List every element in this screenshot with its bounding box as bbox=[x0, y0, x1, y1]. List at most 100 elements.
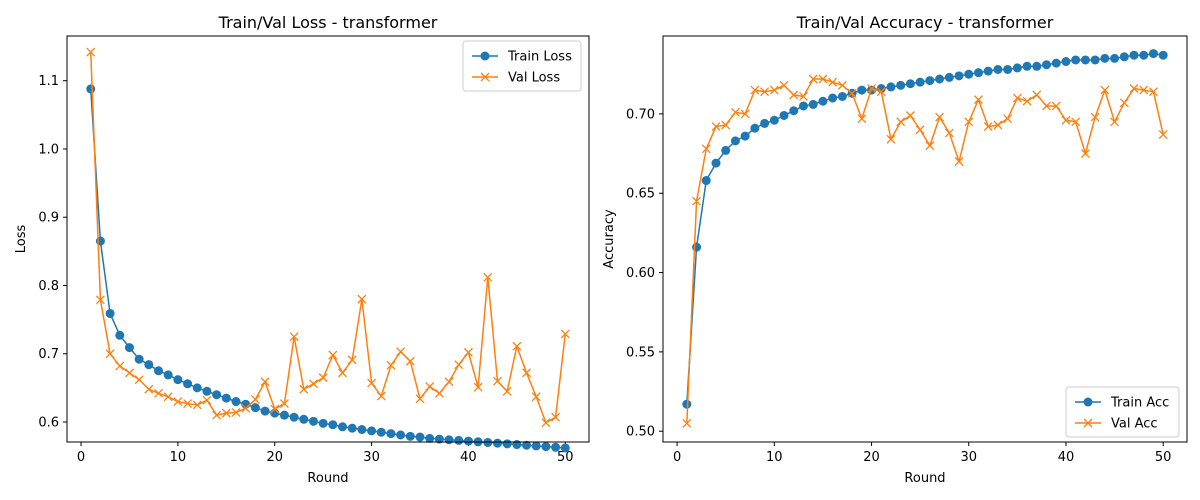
data-point bbox=[95, 295, 105, 305]
data-point bbox=[279, 410, 289, 420]
data-point bbox=[1129, 50, 1139, 60]
data-point bbox=[799, 91, 808, 101]
data-point bbox=[299, 384, 309, 394]
data-point bbox=[231, 397, 241, 407]
data-point bbox=[512, 341, 522, 351]
data-point bbox=[367, 426, 377, 436]
legend-label: Train Loss bbox=[507, 50, 572, 65]
data-point bbox=[867, 84, 876, 93]
data-point bbox=[328, 420, 338, 430]
data-point bbox=[279, 399, 289, 409]
data-point bbox=[425, 382, 435, 391]
x-tick-label: 0 bbox=[77, 450, 85, 465]
data-point bbox=[993, 120, 1003, 130]
data-point bbox=[415, 432, 425, 442]
data-point bbox=[1003, 64, 1013, 74]
data-point bbox=[347, 423, 357, 433]
data-point bbox=[463, 347, 473, 357]
chart-panel-1: Train/Val Loss - transformer 0 10 20 30 40 50 0… bbox=[14, 13, 590, 486]
data-point bbox=[338, 422, 348, 432]
data-point bbox=[270, 404, 280, 414]
data-point bbox=[692, 242, 702, 252]
data-point bbox=[1061, 115, 1071, 125]
data-point bbox=[964, 117, 974, 127]
data-point bbox=[837, 80, 847, 90]
y-tick-label: 0.8 bbox=[38, 279, 59, 294]
data-point bbox=[125, 368, 134, 378]
data-point bbox=[1158, 130, 1168, 139]
data-point bbox=[828, 93, 838, 103]
data-point bbox=[1139, 50, 1149, 60]
data-point bbox=[154, 366, 164, 376]
data-point bbox=[531, 441, 541, 451]
data-point bbox=[231, 407, 241, 417]
data-point bbox=[1022, 61, 1032, 71]
x-axis-label: Round bbox=[307, 471, 348, 486]
data-point bbox=[134, 354, 144, 364]
data-point bbox=[560, 329, 570, 339]
legend-marker bbox=[1083, 418, 1093, 428]
data-point bbox=[905, 111, 915, 120]
series-line bbox=[686, 78, 1164, 424]
data-point bbox=[993, 64, 1003, 74]
data-point bbox=[541, 418, 551, 428]
data-point bbox=[740, 131, 750, 141]
data-point bbox=[260, 377, 270, 387]
data-point bbox=[1158, 50, 1168, 60]
data-point bbox=[367, 378, 377, 388]
data-point bbox=[808, 99, 818, 109]
series-line bbox=[686, 52, 1164, 405]
data-point bbox=[837, 91, 847, 101]
data-point bbox=[818, 96, 828, 106]
data-point bbox=[944, 128, 954, 138]
y-tick-label: 0.6 bbox=[38, 416, 59, 431]
data-point bbox=[241, 403, 251, 413]
series-line bbox=[89, 52, 567, 424]
legend-marker bbox=[1083, 397, 1093, 407]
data-point bbox=[730, 136, 740, 146]
data-point bbox=[338, 368, 347, 378]
data-point bbox=[1148, 49, 1158, 59]
data-point bbox=[444, 377, 454, 387]
data-point bbox=[1080, 55, 1090, 65]
data-point bbox=[847, 88, 857, 98]
y-tick-label: 0.55 bbox=[626, 345, 655, 360]
data-point bbox=[318, 373, 328, 383]
series-train-acc bbox=[682, 49, 1168, 409]
data-point bbox=[144, 360, 154, 370]
y-tick-label: 0.9 bbox=[38, 211, 59, 226]
data-point bbox=[105, 349, 115, 359]
data-point bbox=[925, 76, 935, 86]
data-point bbox=[183, 379, 193, 389]
data-point bbox=[1012, 63, 1022, 73]
data-point bbox=[1071, 55, 1081, 65]
data-point bbox=[915, 125, 925, 135]
data-point bbox=[1032, 90, 1042, 100]
data-point bbox=[769, 85, 779, 95]
data-point bbox=[386, 360, 396, 370]
data-point bbox=[221, 393, 231, 403]
data-point bbox=[769, 115, 779, 125]
x-tick-label: 30 bbox=[960, 450, 977, 465]
data-point bbox=[1149, 87, 1158, 97]
data-point bbox=[386, 429, 396, 439]
legend-box bbox=[462, 40, 582, 92]
legend-label: Val Loss bbox=[508, 71, 560, 86]
data-point bbox=[1071, 117, 1081, 127]
data-point bbox=[983, 122, 993, 132]
data-point bbox=[1090, 55, 1100, 65]
data-point bbox=[779, 110, 789, 120]
legend-label: Train Acc bbox=[1110, 396, 1169, 411]
legend-box bbox=[1065, 386, 1180, 438]
data-point bbox=[721, 145, 731, 155]
axes-frame bbox=[662, 35, 1188, 443]
data-point bbox=[289, 412, 299, 422]
chart-title: Train/Val Loss - transformer bbox=[218, 13, 438, 32]
x-tick-label: 0 bbox=[673, 450, 681, 465]
data-point bbox=[964, 69, 974, 79]
y-tick-label: 1.1 bbox=[38, 74, 59, 89]
data-point bbox=[935, 112, 945, 122]
x-tick-label: 40 bbox=[1058, 450, 1075, 465]
data-point bbox=[202, 386, 212, 396]
